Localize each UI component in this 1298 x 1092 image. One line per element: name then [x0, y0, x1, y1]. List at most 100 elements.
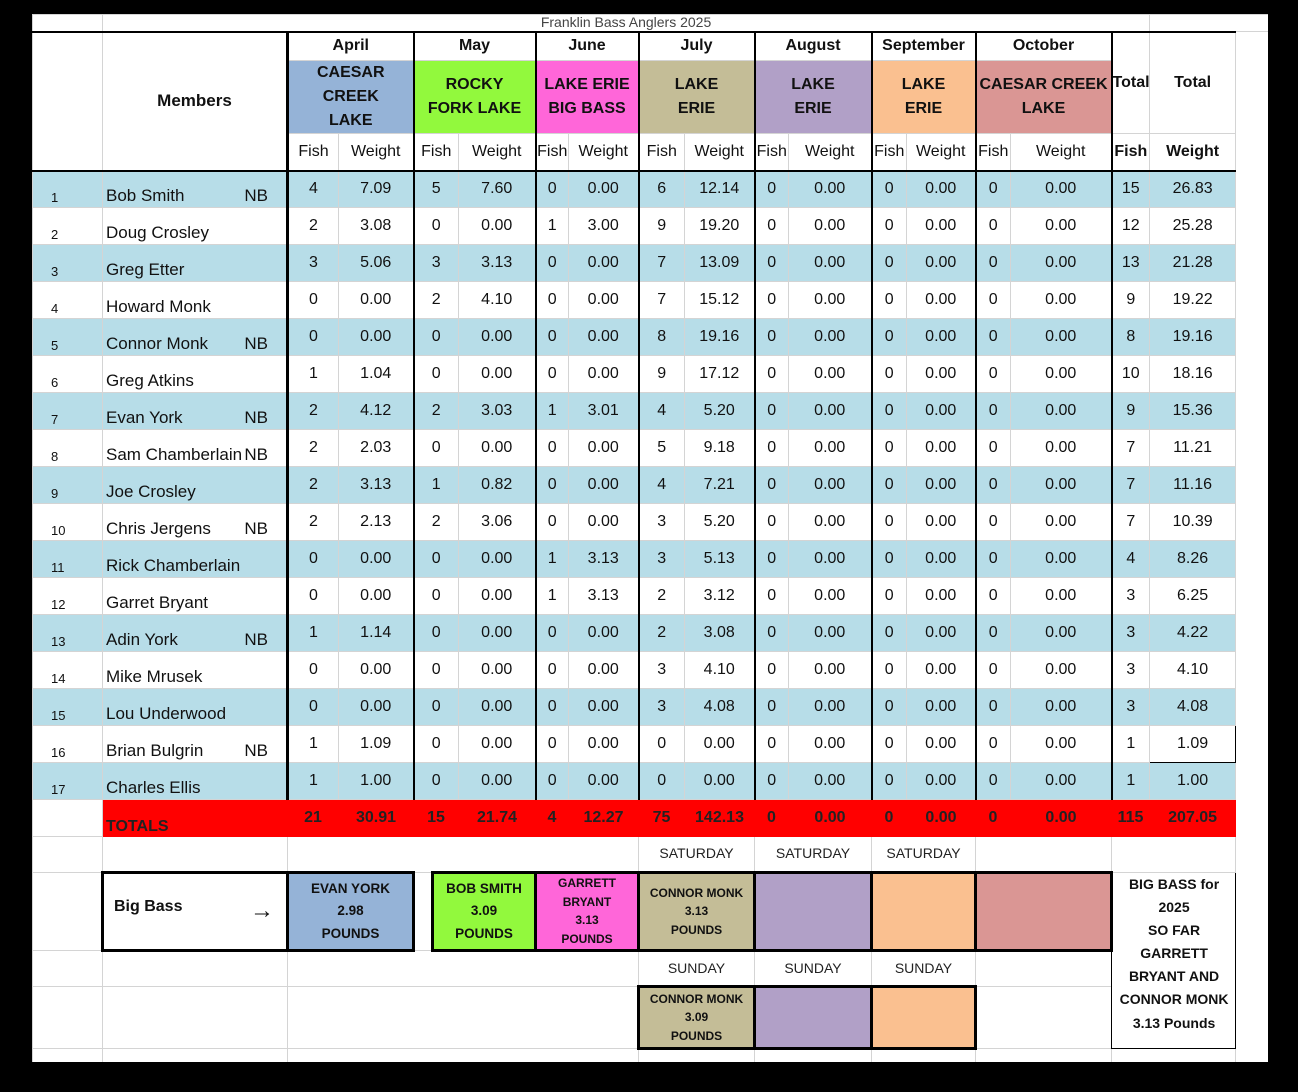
weight-value: 0.00: [568, 429, 639, 467]
member-number: 6: [32, 355, 103, 393]
member-number: 10: [32, 503, 103, 541]
table-row: 2 Doug Crosley 2 3.08 0 0.00 1 3.00 9 19.20 0 0.00 0…: [32, 207, 1269, 245]
fish-count: 5: [637, 429, 685, 467]
fish-count: 0: [412, 688, 459, 726]
grand-total-fish: 115: [1110, 799, 1151, 837]
weight-value: 0.00: [338, 281, 414, 319]
weight-value: 3.13: [568, 577, 639, 615]
total-weight: 18.16: [1149, 355, 1237, 393]
weight-value: 0.00: [458, 429, 536, 467]
member-name: Charles Ellis: [102, 762, 289, 800]
fish-count: 0: [753, 466, 789, 504]
total-month-weight: 0.00: [1010, 799, 1112, 837]
fish-count: 0: [974, 614, 1011, 652]
weight-value: 0.00: [906, 762, 976, 800]
weight-value: 0.00: [568, 725, 639, 763]
lake-june: LAKE ERIE BIG BASS: [534, 60, 639, 134]
fish-count: 0: [534, 244, 569, 282]
fish-count: 3: [637, 503, 685, 541]
summary-line: SO FAR: [1147, 922, 1201, 939]
table-row: 10 Chris Jergens NB 2 2.13 2 3.06 0 0.00 3 5.20 0 0.…: [32, 503, 1269, 541]
weight-header: Weight: [1010, 133, 1112, 172]
member-name-text: Mike Mrusek: [106, 667, 203, 687]
fish-count: 0: [286, 577, 339, 615]
weight-value: 0.00: [788, 244, 872, 282]
weight-value: 0.00: [906, 355, 976, 393]
member-name: Greg Etter: [102, 244, 289, 282]
lake-line: CAESAR CREEK: [979, 76, 1108, 93]
weight-value: 0.00: [788, 207, 872, 245]
fish-header: Fish: [974, 133, 1011, 172]
fish-count: 2: [412, 503, 459, 541]
fish-count: 0: [974, 392, 1011, 430]
weight-value: 0.00: [338, 651, 414, 689]
fish-count: 4: [637, 392, 685, 430]
big-bass-august-saturday: [753, 871, 873, 952]
table-row: 9 Joe Crosley 2 3.13 1 0.82 0 0.00 4 7.21 0 0.00 0 0.…: [32, 466, 1269, 504]
fish-count: 0: [870, 503, 907, 541]
member-name-text: Brian Bulgrin: [106, 741, 204, 761]
lake-august: LAKE ERIE: [753, 60, 872, 134]
weight-value: 0.00: [568, 281, 639, 319]
saturday-label: SATURDAY: [754, 836, 872, 873]
fish-count: 0: [412, 318, 459, 356]
weight-value: 9.18: [684, 429, 755, 467]
blank-cell: [1110, 1048, 1237, 1062]
total-month-fish: 0: [975, 799, 1011, 837]
member-number: 1: [32, 170, 103, 208]
total-weight: 1.09: [1149, 725, 1237, 763]
weight-value: 7.60: [458, 170, 536, 208]
fish-count: 2: [637, 577, 685, 615]
fish-count: 1: [534, 207, 569, 245]
weight-value: 0.00: [458, 540, 536, 578]
fish-count: 0: [412, 614, 459, 652]
table-row: 4 Howard Monk 0 0.00 2 4.10 0 0.00 7 15.12 0 0.00 0 0…: [32, 281, 1269, 319]
total-month-fish: 21: [287, 799, 339, 837]
big-bass-line: CONNOR MONK: [649, 885, 744, 900]
fish-count: 0: [753, 392, 789, 430]
weight-value: 0.00: [1010, 429, 1112, 467]
weight-value: 1.00: [338, 762, 414, 800]
weight-value: 0.00: [788, 688, 872, 726]
sunday-label: SUNDAY: [871, 950, 976, 987]
fish-count: 1: [286, 762, 339, 800]
member-name-text: Chris Jergens: [106, 519, 211, 539]
fish-count: 0: [974, 540, 1011, 578]
grand-total-weight: 207.05: [1149, 799, 1237, 837]
fish-count: 5: [412, 170, 459, 208]
fish-count: 7: [637, 281, 685, 319]
fish-count: 0: [412, 577, 459, 615]
member-name: Howard Monk: [102, 281, 289, 319]
member-name-text: Connor Monk: [106, 334, 209, 354]
weight-value: 0.00: [788, 577, 872, 615]
member-name-text: Greg Atkins: [106, 371, 194, 391]
fish-count: 0: [753, 614, 789, 652]
weight-value: 0.00: [1010, 614, 1112, 652]
blank-cell: [32, 950, 103, 987]
member-number: 11: [32, 540, 103, 578]
lake-line: LAKE: [901, 76, 946, 93]
weight-value: 0.00: [788, 503, 872, 541]
nb-tag: NB: [244, 186, 268, 206]
weight-value: 7.21: [684, 466, 755, 504]
total-weight: 19.16: [1149, 318, 1237, 356]
fish-count: 4: [637, 466, 685, 504]
blank-cell: [102, 986, 288, 1049]
fish-count: 0: [534, 170, 569, 208]
weight-value: 5.06: [338, 244, 414, 282]
weight-value: 7.09: [338, 170, 414, 208]
weight-value: 0.82: [458, 466, 536, 504]
total-weight-header: Total: [1149, 30, 1237, 134]
total-fish: 3: [1110, 577, 1151, 615]
lake-line: ROCKY: [445, 76, 504, 93]
total-month-fish: 15: [413, 799, 459, 837]
member-name-text: Bob Smith: [106, 186, 185, 206]
fish-count: 0: [870, 392, 907, 430]
summary-line: BIG BASS for 2025: [1128, 876, 1220, 916]
total-month-weight: 12.27: [568, 799, 639, 837]
weight-value: 0.00: [458, 651, 536, 689]
fish-count: 2: [286, 207, 339, 245]
fish-count: 0: [974, 688, 1011, 726]
total-month-weight: 30.91: [338, 799, 414, 837]
fish-count: 0: [534, 466, 569, 504]
